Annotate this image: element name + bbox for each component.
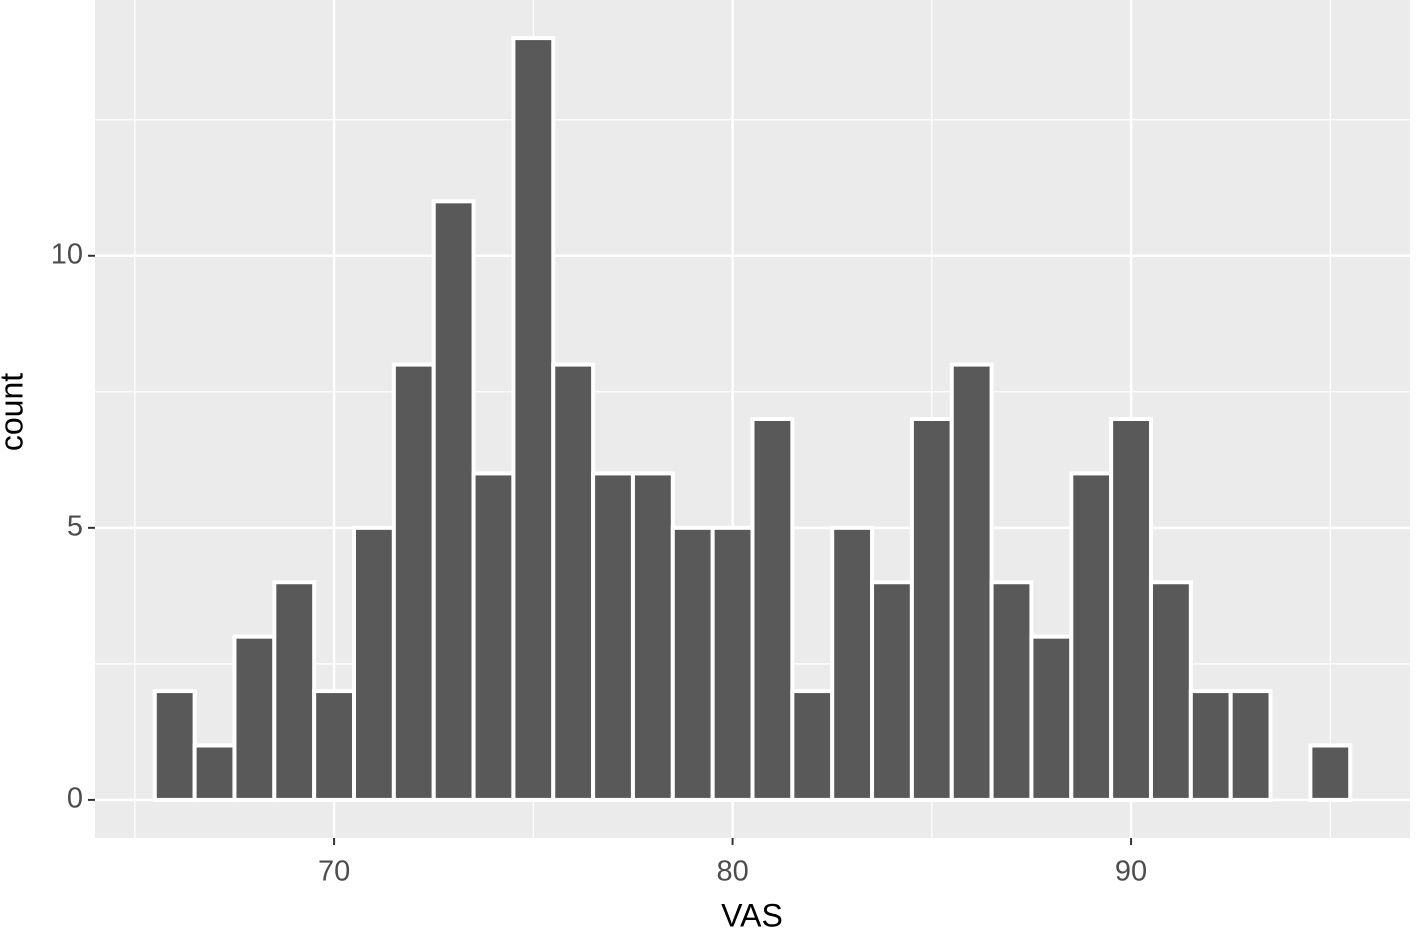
- bar: [471, 471, 516, 802]
- y-axis-title: count: [0, 373, 29, 451]
- bar: [790, 689, 835, 802]
- bar: [551, 362, 596, 802]
- bar: [152, 689, 197, 802]
- bar: [830, 525, 875, 802]
- bar: [1148, 580, 1193, 802]
- x-tick-label: 80: [716, 856, 748, 888]
- y-tick-label: 0: [67, 783, 83, 815]
- x-tick-label: 70: [318, 856, 350, 888]
- x-axis-title: VAS: [721, 897, 783, 932]
- bar: [710, 525, 755, 802]
- bar: [1069, 471, 1114, 802]
- bar: [431, 199, 476, 802]
- bar: [192, 743, 237, 802]
- bar: [1228, 689, 1273, 802]
- bar: [272, 580, 317, 802]
- y-tick-label: 10: [51, 238, 83, 270]
- bar: [1109, 417, 1153, 802]
- bar: [391, 362, 436, 802]
- bar: [511, 36, 556, 802]
- bar: [870, 580, 914, 802]
- bar: [1029, 634, 1074, 802]
- bar: [630, 471, 675, 802]
- y-tick-label: 5: [67, 510, 83, 542]
- bar: [591, 471, 635, 802]
- bar: [989, 580, 1034, 802]
- bar: [312, 689, 357, 802]
- bar: [909, 417, 954, 802]
- x-tick-label: 90: [1115, 856, 1147, 888]
- bar: [670, 525, 715, 802]
- bar: [949, 362, 994, 802]
- bar: [352, 525, 396, 802]
- bar: [1188, 689, 1233, 802]
- bar: [1308, 743, 1353, 802]
- bar: [750, 417, 795, 802]
- bar: [232, 634, 277, 802]
